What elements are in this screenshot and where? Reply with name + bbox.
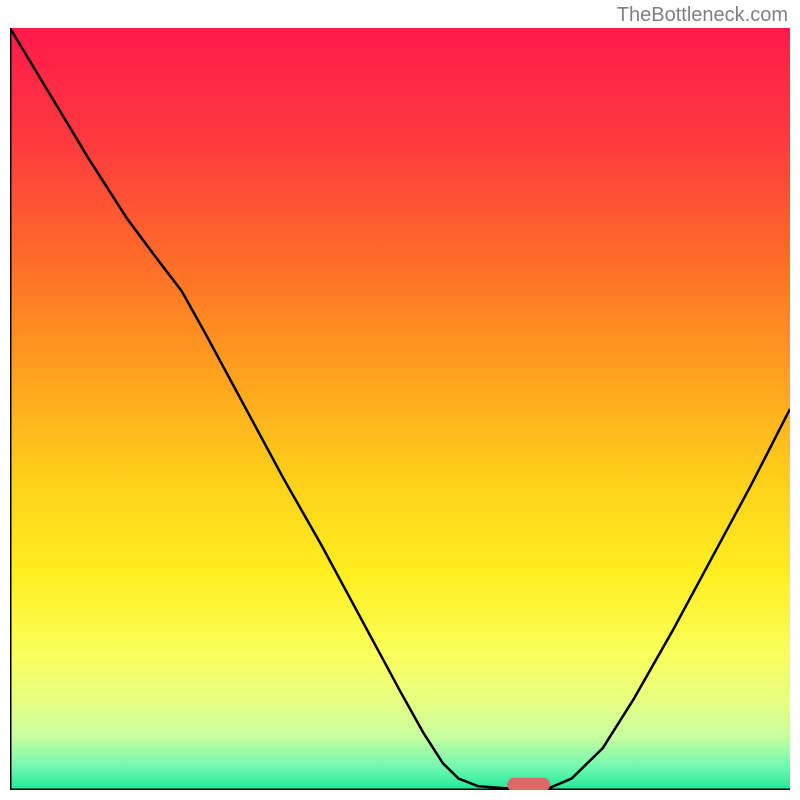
chart-overlay (10, 28, 790, 790)
bottleneck-curve (10, 28, 790, 788)
optimal-marker (507, 778, 550, 790)
watermark-text: TheBottleneck.com (617, 4, 788, 27)
bottleneck-chart (10, 28, 790, 790)
